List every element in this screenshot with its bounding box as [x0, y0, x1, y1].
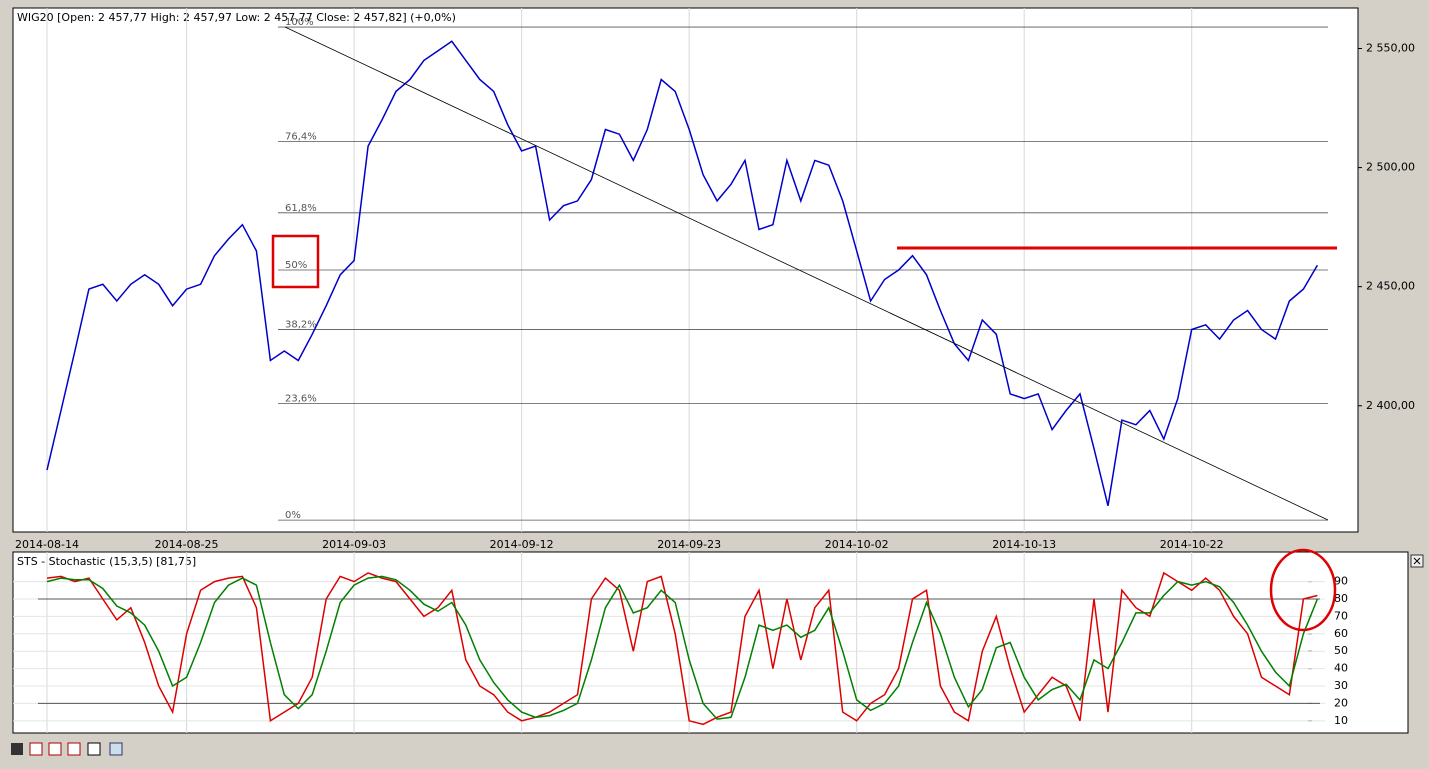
stoch-title: STS - Stochastic (15,3,5) [81,75] — [17, 555, 196, 568]
y-tick-label: 40 — [1334, 662, 1348, 675]
fib-label: 76,4% — [285, 131, 317, 142]
x-tick-label: 2014-08-25 — [155, 538, 219, 551]
y-tick-label: 50 — [1334, 644, 1348, 657]
tool-1[interactable] — [29, 742, 43, 756]
highlight-box — [271, 234, 320, 289]
y-tick-label: 70 — [1334, 609, 1348, 622]
price-line — [46, 40, 1319, 506]
x-tick-label: 2014-09-23 — [657, 538, 721, 551]
y-tick-label: 2 550,00 — [1366, 41, 1415, 54]
x-tick-label: 2014-09-03 — [322, 538, 386, 551]
y-tick-label: 20 — [1334, 696, 1348, 709]
x-tick-label: 2014-10-22 — [1160, 538, 1224, 551]
toolbar — [11, 742, 123, 756]
y-tick-label: 2 500,00 — [1366, 161, 1415, 174]
stoch-panel — [12, 551, 1409, 734]
plot-layer: 2014-08-14 2014-08-25 2014-09-03 2014-09-12… — [13, 8, 1415, 733]
x-tick-label: 2014-08-14 — [15, 538, 79, 551]
tool-save[interactable] — [11, 743, 23, 755]
y-tick-label: 80 — [1334, 592, 1348, 605]
close-x[interactable] — [1413, 557, 1421, 565]
y-tick-label: 2 400,00 — [1366, 399, 1415, 412]
tool-4[interactable] — [87, 742, 101, 756]
trend-line — [284, 26, 1329, 521]
y-tick-label: 60 — [1334, 627, 1348, 640]
y-tick-label: 10 — [1334, 714, 1348, 727]
y-tick-label: 30 — [1334, 679, 1348, 692]
x-tick-label: 2014-10-02 — [825, 538, 889, 551]
stoch-line — [46, 575, 1319, 720]
x-tick-label: 2014-10-13 — [992, 538, 1056, 551]
fib-label: 100% — [285, 17, 314, 28]
tool-2[interactable] — [48, 742, 62, 756]
tool-3[interactable] — [67, 742, 81, 756]
tool-print[interactable] — [109, 742, 123, 756]
fib-label: 38,2% — [285, 320, 317, 331]
stoch-line — [46, 571, 1318, 726]
highlight-circle — [1269, 548, 1337, 632]
y-tick-label: 90 — [1334, 575, 1348, 588]
fib-label: 61,8% — [285, 203, 317, 214]
y-tick-label: 2 450,00 — [1366, 280, 1415, 293]
fib-label: 23,6% — [285, 393, 317, 404]
x-tick-label: 2014-09-12 — [490, 538, 554, 551]
price-title: WIG20 [Open: 2 457,77 High: 2 457,97 Low… — [17, 11, 456, 24]
fib-label: 0% — [285, 510, 301, 521]
fib-label: 50% — [285, 260, 307, 271]
close-button[interactable] — [1410, 554, 1424, 568]
